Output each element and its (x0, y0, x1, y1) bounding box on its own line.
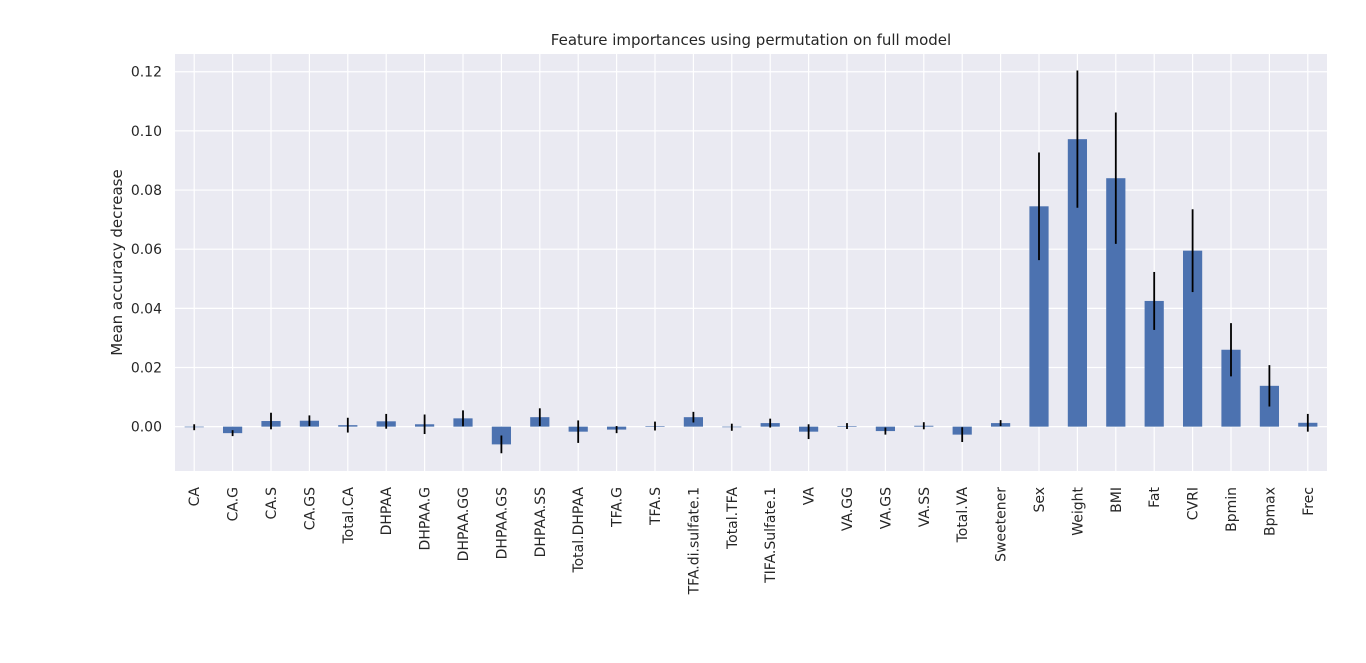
bar (1106, 178, 1126, 427)
bar (1183, 250, 1203, 427)
x-tick-label: CVRI (1186, 487, 1202, 520)
x-tick-label: CA.S (264, 487, 280, 520)
x-tick-label: Fat (1147, 486, 1163, 507)
bar (223, 426, 243, 434)
x-tick-label: DHPAA.GG (456, 487, 472, 561)
x-tick-label: DHPAA (379, 487, 395, 536)
bar (1221, 349, 1241, 427)
x-tick-label: Bpmax (1262, 487, 1278, 536)
x-tick-label: Sex (1032, 487, 1048, 513)
x-tick-label: Total.CA (341, 487, 357, 545)
x-tick-label: BMI (1109, 487, 1125, 513)
x-tick-label: TFA.G (610, 487, 626, 528)
x-tick-label: Total.TFA (725, 487, 741, 550)
plot-background (175, 54, 1327, 471)
x-tick-label: Weight (1070, 486, 1086, 535)
x-tick-label: VA.SS (917, 487, 933, 527)
x-tick-label: CA.GS (302, 487, 318, 530)
x-tick-label: DHPAA.G (418, 487, 434, 550)
x-tick-label: Frec (1301, 487, 1317, 516)
x-tick-labels: CA CA.G CA.S CA.GS Total.CA DHPAA DHPAA.G DHPAA… (187, 486, 1317, 595)
x-tick-label: DHPAA.SS (533, 487, 549, 557)
x-tick-label: Total.DHPAA (571, 487, 587, 574)
x-tick-label: TFA.S (648, 487, 664, 526)
x-tick-label: CA.G (226, 487, 242, 521)
bar (1067, 139, 1087, 427)
y-tick-label: 0.02 (131, 360, 162, 376)
x-tick-label: VA (802, 487, 818, 506)
error-bars (193, 70, 1309, 454)
y-tick-label: 0.12 (131, 65, 162, 81)
y-axis-label: Mean accuracy decrease (108, 169, 126, 355)
y-tick-label: 0.06 (131, 242, 162, 258)
chart-title: Feature importances using permutation on… (551, 31, 951, 49)
bar (1029, 206, 1049, 427)
x-tick-label: CA (187, 487, 203, 507)
y-tick-label: 0.04 (131, 301, 162, 317)
x-tick-label: VA.GS (878, 487, 894, 529)
bar (1144, 300, 1164, 427)
x-tick-label: Sweetener (994, 487, 1010, 562)
y-tick-label: 0.00 (131, 420, 162, 436)
x-tick-label: TIFA.Sulfate.1 (763, 487, 779, 584)
x-tick-label: Bpmin (1224, 487, 1240, 532)
y-tick-label: 0.08 (131, 183, 162, 199)
x-tick-label: TFA.di.sulfate.1 (686, 487, 702, 595)
x-tick-label: DHPAA.GS (494, 487, 510, 559)
x-tick-label: VA.GG (840, 487, 856, 531)
y-tick-label: 0.10 (131, 124, 162, 140)
x-tick-label: Total.VA (955, 487, 971, 544)
y-tick-labels: 0.00 0.02 0.04 0.06 0.08 0.10 0.12 (131, 65, 162, 436)
